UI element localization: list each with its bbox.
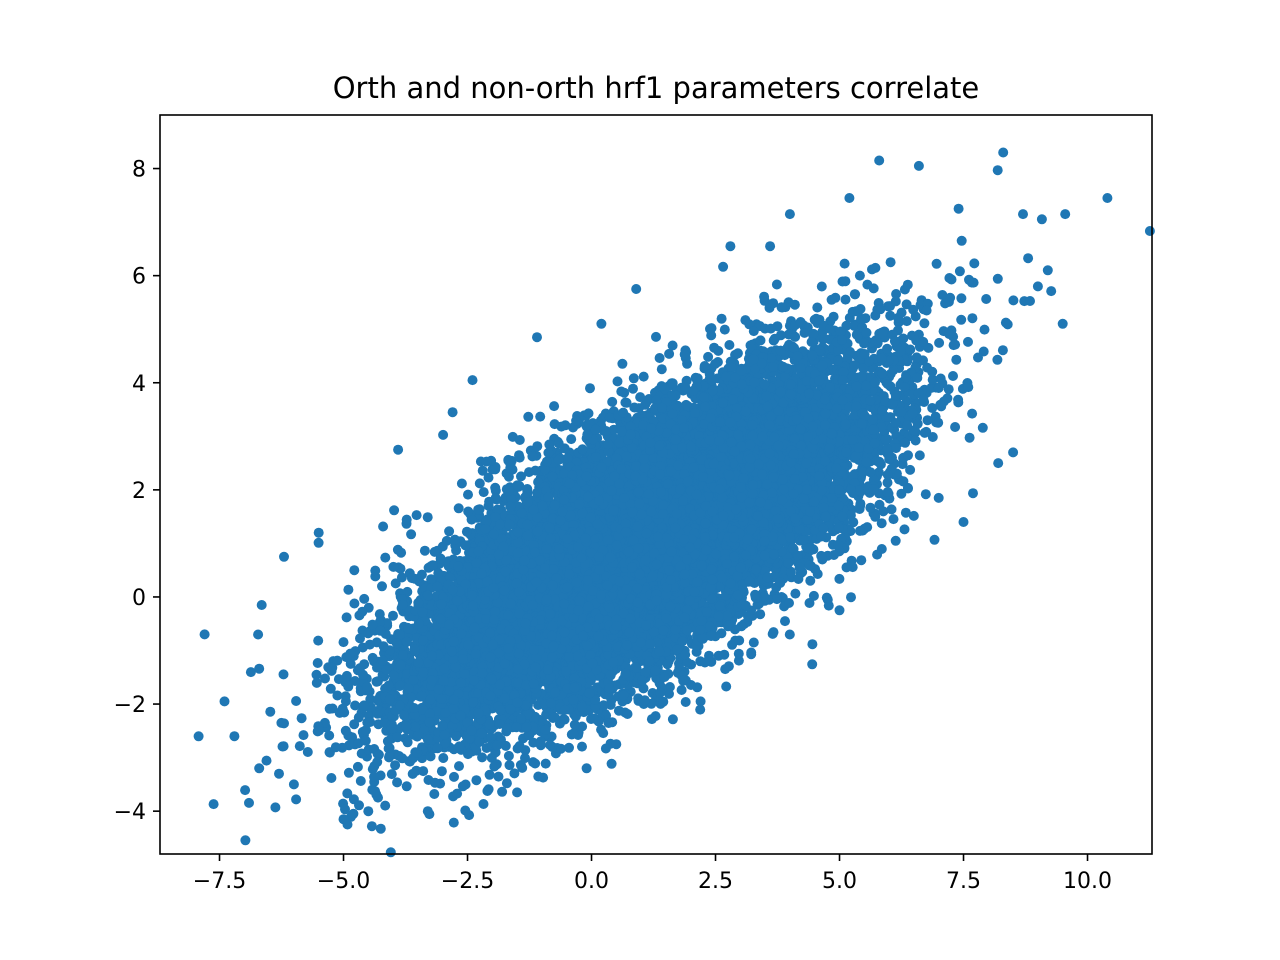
scatter-point (992, 165, 1003, 176)
scatter-point (719, 324, 730, 335)
scatter-point (389, 505, 400, 516)
scatter-point (967, 313, 978, 324)
scatter-point (343, 584, 354, 595)
scatter-point (313, 537, 324, 548)
scatter-point (606, 758, 617, 769)
scatter-point (390, 578, 401, 589)
scatter-point (270, 802, 281, 813)
scatter-point (805, 575, 816, 586)
scatter-point (338, 637, 349, 648)
scatter-point (656, 364, 667, 375)
scatter-point (429, 789, 440, 799)
scatter-point (444, 526, 455, 537)
scatter-point (733, 655, 744, 666)
scatter-point (504, 760, 515, 771)
scatter-point (967, 408, 978, 419)
scatter-point (493, 771, 504, 782)
scatter-point (1023, 253, 1034, 264)
scatter-point (612, 376, 623, 387)
scatter-point (992, 354, 1003, 365)
scatter-point (804, 598, 815, 608)
scatter-point (927, 403, 938, 413)
scatter-point (523, 411, 534, 422)
scatter-point (710, 359, 721, 369)
scatter-point (438, 753, 449, 763)
scatter-point (956, 293, 967, 304)
scatter-point (366, 821, 377, 832)
scatter-point (471, 775, 482, 786)
scatter-point (834, 573, 845, 584)
scatter-point (943, 384, 954, 395)
scatter-point (899, 524, 910, 535)
scatter-point (490, 482, 501, 493)
scatter-point (313, 635, 324, 646)
scatter-point (885, 310, 896, 321)
scatter-point (294, 741, 305, 752)
plot-area (193, 147, 1155, 858)
scatter-point (953, 397, 964, 408)
scatter-point (208, 799, 219, 810)
scatter-point (311, 669, 322, 680)
scatter-point (396, 547, 407, 558)
scatter-point (386, 769, 397, 780)
scatter-point (882, 477, 893, 488)
scatter-points (193, 147, 1155, 858)
scatter-point (929, 534, 940, 545)
scatter-point (474, 478, 485, 489)
scatter-point (968, 488, 978, 499)
scatter-point (503, 750, 514, 761)
scatter-point (516, 471, 526, 482)
